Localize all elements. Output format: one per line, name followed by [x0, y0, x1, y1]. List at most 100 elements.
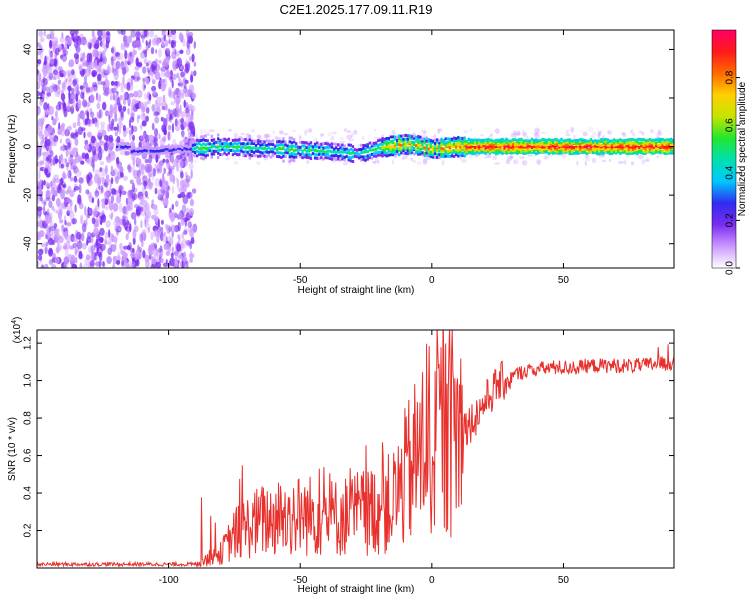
heatmap-band-cell: [206, 139, 209, 143]
heatmap-noise-cell: [67, 142, 72, 149]
heatmap-band-cell: [217, 156, 220, 159]
heatmap-noise-cell: [183, 120, 187, 128]
heatmap-noise-cell: [330, 135, 335, 141]
snr-panel: -100 -50 0 500.20.40.60.81.01.2 Height of s…: [7, 317, 675, 595]
heatmap-band-cell: [174, 150, 178, 154]
heatmap-band-cell: [619, 142, 622, 146]
heatmap-band-cell: [248, 146, 251, 149]
heatmap-noise-cell: [117, 30, 124, 35]
heatmap-band-cell: [476, 145, 479, 149]
heatmap-band-cell: [417, 137, 420, 141]
heatmap-band-cell: [583, 142, 586, 146]
heatmap-noise-cell: [183, 155, 189, 161]
heatmap-noise-cell: [423, 157, 427, 164]
heatmap-band-cell: [417, 146, 420, 150]
heatmap-band-cell: [316, 153, 319, 157]
heatmap-band-cell: [457, 150, 460, 154]
heatmap-band-cell: [193, 154, 197, 158]
heatmap-noise-cell: [100, 243, 106, 251]
heatmap-band-cell: [505, 147, 508, 151]
heatmap-noise-cell: [104, 166, 108, 174]
heatmap-noise-cell: [437, 128, 441, 134]
heatmap-band-cell: [412, 136, 416, 140]
heatmap-noise-cell: [80, 72, 85, 78]
heatmap-band-cell: [433, 149, 437, 153]
heatmap-band-cell: [581, 138, 584, 142]
heatmap-noise-cell: [513, 159, 519, 165]
heatmap-band-cell: [579, 150, 582, 154]
heatmap-noise-cell: [38, 170, 41, 180]
heatmap-band-cell: [575, 144, 578, 148]
heatmap-band-cell: [269, 150, 273, 154]
heatmap-band-cell: [524, 139, 527, 143]
heatmap-noise-cell: [46, 138, 51, 147]
heatmap-band-cell: [212, 141, 216, 145]
heatmap-noise-cell: [47, 124, 53, 134]
heatmap-noise-cell: [46, 234, 50, 240]
heatmap-band-cell: [292, 138, 296, 142]
heatmap-noise-cell: [95, 217, 101, 223]
heatmap-band-cell: [412, 152, 416, 156]
heatmap-band-cell: [261, 143, 264, 147]
heatmap-band-cell: [415, 135, 418, 139]
heatmap-band-cell: [379, 142, 382, 146]
heatmap-noise-cell: [631, 132, 636, 137]
heatmap-band-cell: [153, 147, 157, 151]
heatmap-noise-cell: [137, 114, 141, 120]
heatmap-noise-cell: [44, 263, 49, 268]
heatmap-noise-cell: [433, 133, 437, 140]
heatmap-noise-cell: [86, 111, 90, 121]
heatmap-noise-cell: [128, 166, 133, 173]
heatmap-noise-cell: [103, 91, 109, 96]
heatmap-band-cell: [655, 144, 658, 148]
heatmap-noise-cell: [110, 125, 115, 132]
heatmap-band-cell: [463, 142, 466, 146]
heatmap-noise-cell: [146, 99, 151, 105]
heatmap-noise-cell: [298, 135, 302, 140]
heatmap-band-cell: [324, 156, 327, 160]
heatmap-noise-cell: [102, 129, 107, 137]
heatmap-band-cell: [406, 142, 409, 146]
heatmap-band-cell: [625, 146, 628, 150]
heatmap-noise-cell: [54, 178, 61, 183]
heatmap-noise-cell: [99, 227, 105, 236]
heatmap-noise-cell: [76, 83, 80, 92]
heatmap-noise-cell: [82, 61, 87, 67]
heatmap-band-cell: [646, 144, 649, 148]
heatmap-noise-cell: [140, 124, 143, 130]
heatmap-band-cell: [511, 149, 515, 153]
heatmap-band-cell: [560, 141, 563, 145]
heatmap-noise-cell: [144, 163, 151, 173]
heatmap-noise-cell: [43, 109, 49, 115]
heatmap-band-cell: [318, 143, 321, 147]
heatmap-band-cell: [657, 138, 660, 142]
heatmap-band-cell: [427, 140, 430, 144]
heatmap-noise-cell: [82, 264, 89, 268]
heatmap-band-cell: [370, 156, 374, 160]
heatmap-noise-cell: [78, 250, 83, 260]
heatmap-noise-cell: [111, 87, 117, 94]
heatmap-band-cell: [410, 151, 414, 155]
heatmap-band-cell: [436, 155, 439, 159]
heatmap-noise-cell: [42, 93, 45, 98]
heatmap-noise-cell: [534, 127, 540, 134]
heatmap-band-cell: [124, 142, 127, 146]
heatmap-band-cell: [452, 145, 456, 149]
heatmap-noise-cell: [256, 161, 261, 165]
heatmap-band-cell: [225, 142, 228, 146]
heatmap-noise-cell: [119, 108, 125, 114]
heatmap-noise-cell: [76, 198, 83, 206]
heatmap-band-cell: [404, 137, 407, 141]
heatmap-band-cell: [457, 154, 460, 158]
heatmap-band-cell: [623, 141, 626, 145]
heatmap-noise-cell: [43, 179, 46, 186]
heatmap-noise-cell: [351, 138, 355, 141]
heatmap-noise-cell: [130, 77, 134, 86]
heatmap-band-cell: [547, 141, 551, 145]
heatmap-band-cell: [271, 153, 275, 157]
heatmap-band-cell: [183, 144, 186, 148]
heatmap-band-cell: [223, 148, 226, 152]
heatmap-noise-cell: [96, 111, 100, 116]
heatmap-band-cell: [433, 138, 437, 142]
heatmap-noise-cell: [492, 156, 497, 160]
